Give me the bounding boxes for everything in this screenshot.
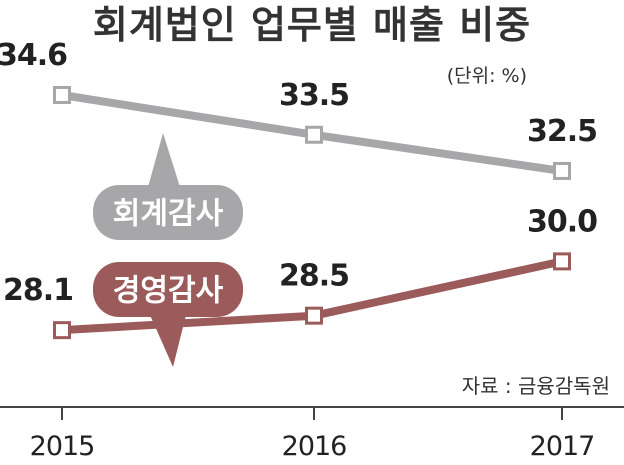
series-callout-mgmt: 경영감사 xyxy=(93,262,243,367)
x-tick-label-2017: 2017 xyxy=(530,431,595,462)
unit-label: (단위: %) xyxy=(447,65,527,87)
value-label-mgmt-2015: 28.1 xyxy=(3,273,73,308)
value-label-audit-2016: 33.5 xyxy=(279,78,349,113)
series-mgmt: 경영감사 28.1 28.5 30.0 xyxy=(3,204,598,367)
point-audit-2016 xyxy=(305,125,323,144)
value-label-mgmt-2016: 28.5 xyxy=(279,259,349,294)
source-label: 자료 : 금융감독원 xyxy=(462,374,610,398)
value-label-audit-2017: 32.5 xyxy=(527,114,597,149)
point-mgmt-2015 xyxy=(53,321,71,340)
callout-box xyxy=(93,262,243,317)
x-tick-label-2015: 2015 xyxy=(30,431,95,462)
point-audit-2017 xyxy=(553,161,571,180)
series-name-audit: 회계감사 xyxy=(113,197,224,232)
point-mgmt-2016 xyxy=(305,306,323,325)
callout-pointer xyxy=(150,315,186,367)
series-audit: 회계감사 34.6 33.5 32.5 xyxy=(0,38,598,240)
chart-title: 회계법인 업무별 매출 비중 xyxy=(93,3,531,47)
series-callout-audit: 회계감사 xyxy=(93,133,243,240)
value-label-audit-2015: 34.6 xyxy=(0,38,67,73)
callout-box xyxy=(93,185,243,240)
point-mgmt-2017 xyxy=(553,252,571,271)
series-layer: 회계감사 34.6 33.5 32.5 경영감사 28.1 28.5 30.0 xyxy=(0,38,598,367)
point-audit-2015 xyxy=(53,85,71,104)
x-tick-label-2016: 2016 xyxy=(282,431,347,462)
series-name-mgmt: 경영감사 xyxy=(113,274,224,309)
callout-pointer xyxy=(148,133,180,187)
x-axis-ticks: 2015 2016 2017 xyxy=(30,407,595,462)
value-label-mgmt-2017: 30.0 xyxy=(527,204,597,239)
